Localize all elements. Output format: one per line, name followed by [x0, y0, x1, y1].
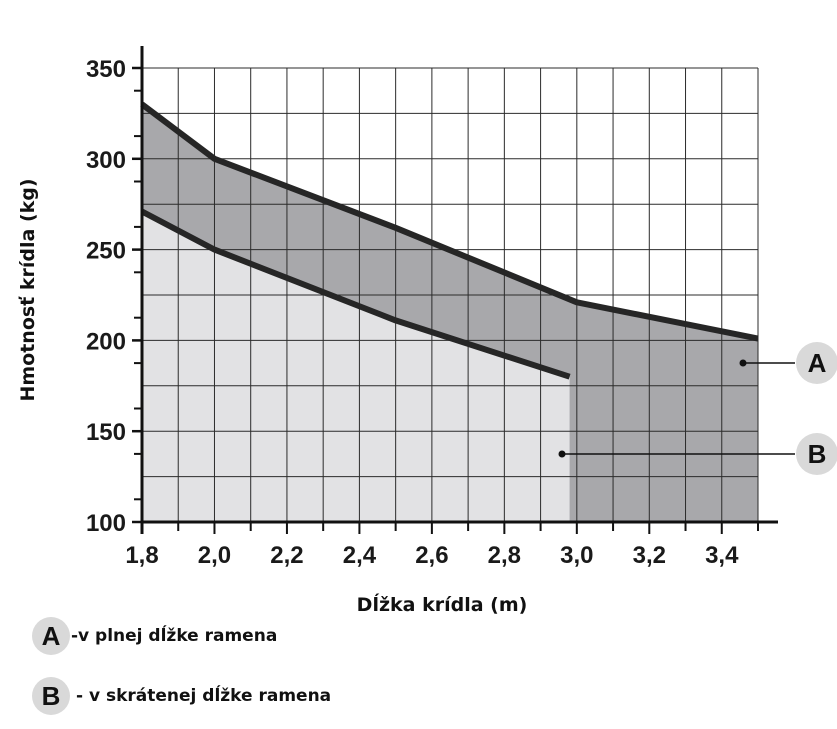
series-line-b — [140, 208, 571, 380]
x-tick-label: 3,4 — [705, 542, 739, 569]
x-tick-label: 2,0 — [198, 542, 231, 569]
y-tick-label: 250 — [86, 238, 126, 265]
x-tick-label: 3,0 — [560, 542, 593, 569]
area-layer — [142, 104, 758, 523]
legend-item-b: B - v skrátenej dĺžke ramena — [32, 677, 331, 715]
x-tick-label: 2,2 — [270, 542, 303, 569]
x-tick-label: 2,4 — [343, 542, 377, 569]
tick-label-layer: 100 150 200 250 300 350 1,8 2,0 2,2 2,4 2,6 2,8 3,0 3… — [86, 56, 739, 569]
legend-item-a: A -v plnej dĺžke ramena — [32, 617, 277, 655]
legend-badge-a: A — [32, 617, 70, 655]
y-tick-label: 200 — [86, 328, 126, 355]
y-tick-label: 350 — [86, 56, 126, 83]
legend-text-b: - v skrátenej dĺžke ramena — [76, 686, 332, 706]
callout-badge-a — [796, 342, 837, 384]
series-line-layer — [140, 101, 759, 380]
callout-badge-b — [796, 433, 837, 475]
callout-layer: AB — [558, 342, 837, 475]
legend-text-a: -v plnej dĺžke ramena — [71, 626, 278, 646]
x-tick-label: 2,6 — [415, 542, 448, 569]
series-line-a — [140, 101, 759, 342]
y-tick-label: 150 — [86, 419, 126, 446]
grid-layer — [141, 67, 759, 523]
y-axis-label: Hmotnosť krídla (kg) — [17, 178, 39, 401]
x-tick-label: 1,8 — [125, 542, 158, 569]
axes-layer — [132, 46, 778, 534]
area-b — [142, 211, 570, 522]
y-tick-label: 300 — [86, 147, 126, 174]
x-tick-label: 2,8 — [488, 542, 521, 569]
callout-letter-b: B — [808, 439, 827, 469]
y-tick-label: 100 — [86, 510, 126, 537]
x-tick-label: 3,2 — [633, 542, 666, 569]
legend-badge-b: B — [32, 677, 70, 715]
callout-letter-a: A — [808, 348, 827, 378]
x-axis-label: Dĺžka krídla (m) — [357, 593, 528, 616]
